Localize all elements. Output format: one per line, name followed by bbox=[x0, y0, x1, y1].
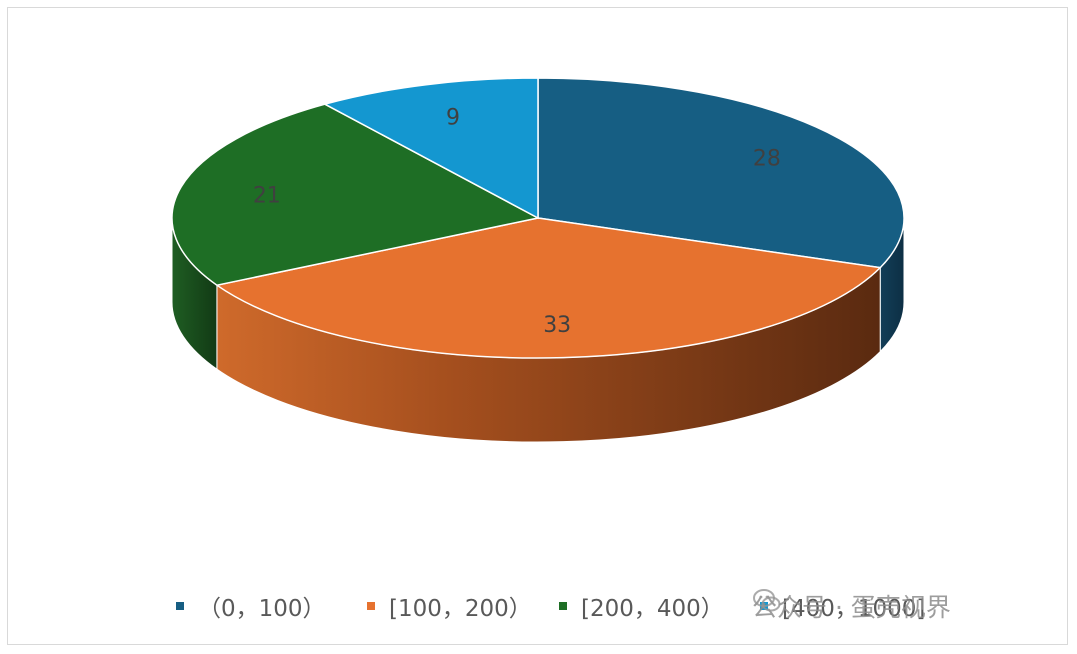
pie-slice-0-100 bbox=[537, 77, 905, 269]
legend-swatch bbox=[559, 602, 567, 610]
data-label: 9 bbox=[446, 106, 460, 131]
pie-slice-400-1000 bbox=[322, 77, 539, 220]
wechat-icon bbox=[753, 589, 781, 612]
legend-label: [200，400） bbox=[581, 596, 724, 622]
legend-swatch bbox=[176, 602, 184, 610]
data-label: 33 bbox=[543, 313, 571, 338]
legend-item-0-100: （0，100） bbox=[176, 586, 326, 626]
data-label: 21 bbox=[253, 183, 281, 208]
data-label: 28 bbox=[753, 147, 781, 172]
legend-item-100-200: [100，200） bbox=[367, 586, 532, 626]
pie-slice-100-200 bbox=[215, 217, 882, 359]
pie-slice-200-400 bbox=[171, 103, 541, 286]
watermark-text: 公众号 · 蛋壳视界 bbox=[752, 593, 951, 622]
watermark: 公众号 · 蛋壳视界 bbox=[752, 586, 951, 626]
legend-item-200-400: [200，400） bbox=[559, 586, 724, 626]
legend: （0，100） [100，200） [200，400） [400，1000] bbox=[0, 586, 1077, 626]
legend-label: [100，200） bbox=[389, 596, 532, 622]
legend-label: [400，1000] bbox=[782, 596, 926, 622]
legend-label: （0，100） bbox=[198, 596, 326, 622]
legend-swatch bbox=[367, 602, 375, 610]
